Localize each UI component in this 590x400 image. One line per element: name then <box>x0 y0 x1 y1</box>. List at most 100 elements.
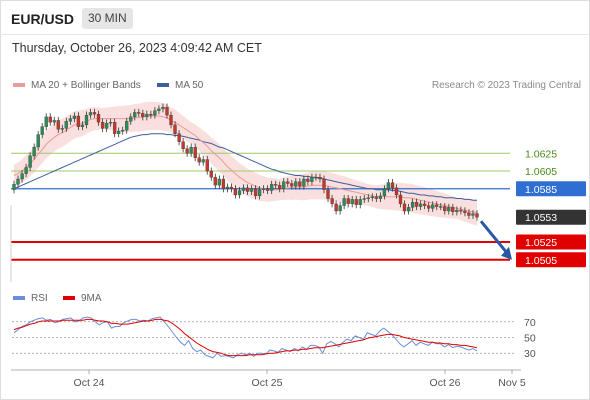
symbol-label: EUR/USD <box>11 11 75 27</box>
bear-candle <box>394 187 399 196</box>
bull-candle <box>225 186 230 189</box>
bull-candle <box>121 130 125 132</box>
bear-candle <box>423 203 427 206</box>
bull-candle <box>64 121 68 129</box>
bull-candle <box>52 120 56 123</box>
bear-candle <box>137 112 141 114</box>
bull-candle <box>294 181 298 187</box>
bull-candle <box>60 128 64 130</box>
bear-candle <box>209 170 213 178</box>
bear-candle <box>96 114 101 123</box>
bear-candle <box>427 205 431 209</box>
bear-candle <box>414 201 419 207</box>
legend-9ma: 9MA <box>63 293 102 304</box>
bull-candle <box>418 203 423 207</box>
bull-candle <box>447 207 451 212</box>
bull-candle <box>108 122 113 124</box>
bear-candle <box>100 122 105 129</box>
bear-candle <box>253 188 258 197</box>
bull-candle <box>358 199 362 205</box>
level-badge-1.0505 <box>516 252 586 268</box>
level-label-1.0605: 1.0605 <box>525 166 557 178</box>
bull-candle <box>362 198 366 200</box>
bull-candle <box>201 159 205 163</box>
bear-candle <box>177 133 181 142</box>
bull-candle <box>261 188 266 190</box>
bull-candle <box>455 209 459 213</box>
bear-candle <box>398 194 403 205</box>
bull-candle <box>270 184 274 191</box>
forecast-arrow-line <box>479 220 508 253</box>
bull-candle <box>282 181 286 189</box>
bear-candle <box>233 188 238 196</box>
bear-candle <box>278 185 282 189</box>
bear-candle <box>265 188 270 191</box>
ma50-swatch <box>157 83 169 88</box>
bear-candle <box>245 187 250 192</box>
bull-candle <box>36 134 40 148</box>
ma9-swatch <box>63 296 75 301</box>
bull-candle <box>72 115 77 119</box>
bear-candle <box>459 209 463 212</box>
chart-header: EUR/USD 30 MIN <box>0 0 590 35</box>
credit-text: Research © 2023 Trading Central <box>431 80 581 91</box>
timeframe-badge[interactable]: 30 MIN <box>82 8 133 29</box>
bear-candle <box>330 198 334 204</box>
bull-candle <box>145 114 149 118</box>
bear-candle <box>374 196 378 199</box>
x-tick-label: Nov 5 <box>498 377 526 389</box>
bull-candle <box>40 126 44 135</box>
bear-candle <box>173 124 177 134</box>
bear-candle <box>306 178 310 182</box>
bear-candle <box>48 116 52 123</box>
bull-candle <box>16 178 20 185</box>
bull-candle <box>157 108 161 111</box>
bull-candle <box>350 199 354 204</box>
bear-candle <box>113 122 117 134</box>
bear-candle <box>181 141 185 149</box>
legend-ma50: MA 50 <box>157 80 203 91</box>
bull-candle <box>370 196 374 198</box>
bear-candle <box>197 157 201 163</box>
bear-candle <box>334 203 338 212</box>
ma50-legend-label: MA 50 <box>175 80 204 91</box>
bear-candle <box>463 210 467 213</box>
bull-candle <box>44 116 48 127</box>
bull-candle <box>406 207 411 212</box>
bull-candle <box>410 201 415 208</box>
bull-candle <box>153 110 157 116</box>
bull-candle <box>338 205 342 212</box>
bear-candle <box>169 114 173 126</box>
bull-candle <box>342 198 346 206</box>
bull-candle <box>439 206 443 208</box>
level-label-1.0585: 1.0585 <box>525 184 557 196</box>
bull-candle <box>28 155 32 168</box>
x-tick-label: Oct 26 <box>430 377 461 389</box>
bear-candle <box>475 213 479 218</box>
bear-candle <box>402 203 407 212</box>
bear-candle <box>229 186 234 189</box>
bull-candle <box>88 112 93 116</box>
bull-candle <box>129 116 133 122</box>
rsi-line <box>13 316 478 359</box>
bear-candle <box>274 184 278 186</box>
bull-candle <box>431 204 435 209</box>
bull-candle <box>24 167 28 174</box>
level-label-1.0505: 1.0505 <box>525 255 557 267</box>
timestamp: Thursday, October 26, 2023 4:09:42 AM CE… <box>12 41 262 55</box>
bear-candle <box>467 212 471 216</box>
bull-candle <box>249 188 254 192</box>
bear-candle <box>443 206 447 212</box>
bull-candle <box>386 182 391 189</box>
bull-candle <box>161 106 165 110</box>
bear-candle <box>290 183 294 187</box>
bull-candle <box>189 146 193 154</box>
bull-candle <box>125 121 129 131</box>
bear-candle <box>213 177 217 186</box>
level-label-1.0625: 1.0625 <box>525 148 557 160</box>
bull-candle <box>117 130 121 134</box>
bull-candle <box>104 122 109 129</box>
bull-candle <box>12 184 16 190</box>
legend-ma20: MA 20 + Bollinger Bands <box>13 80 141 91</box>
bear-candle <box>165 106 169 116</box>
